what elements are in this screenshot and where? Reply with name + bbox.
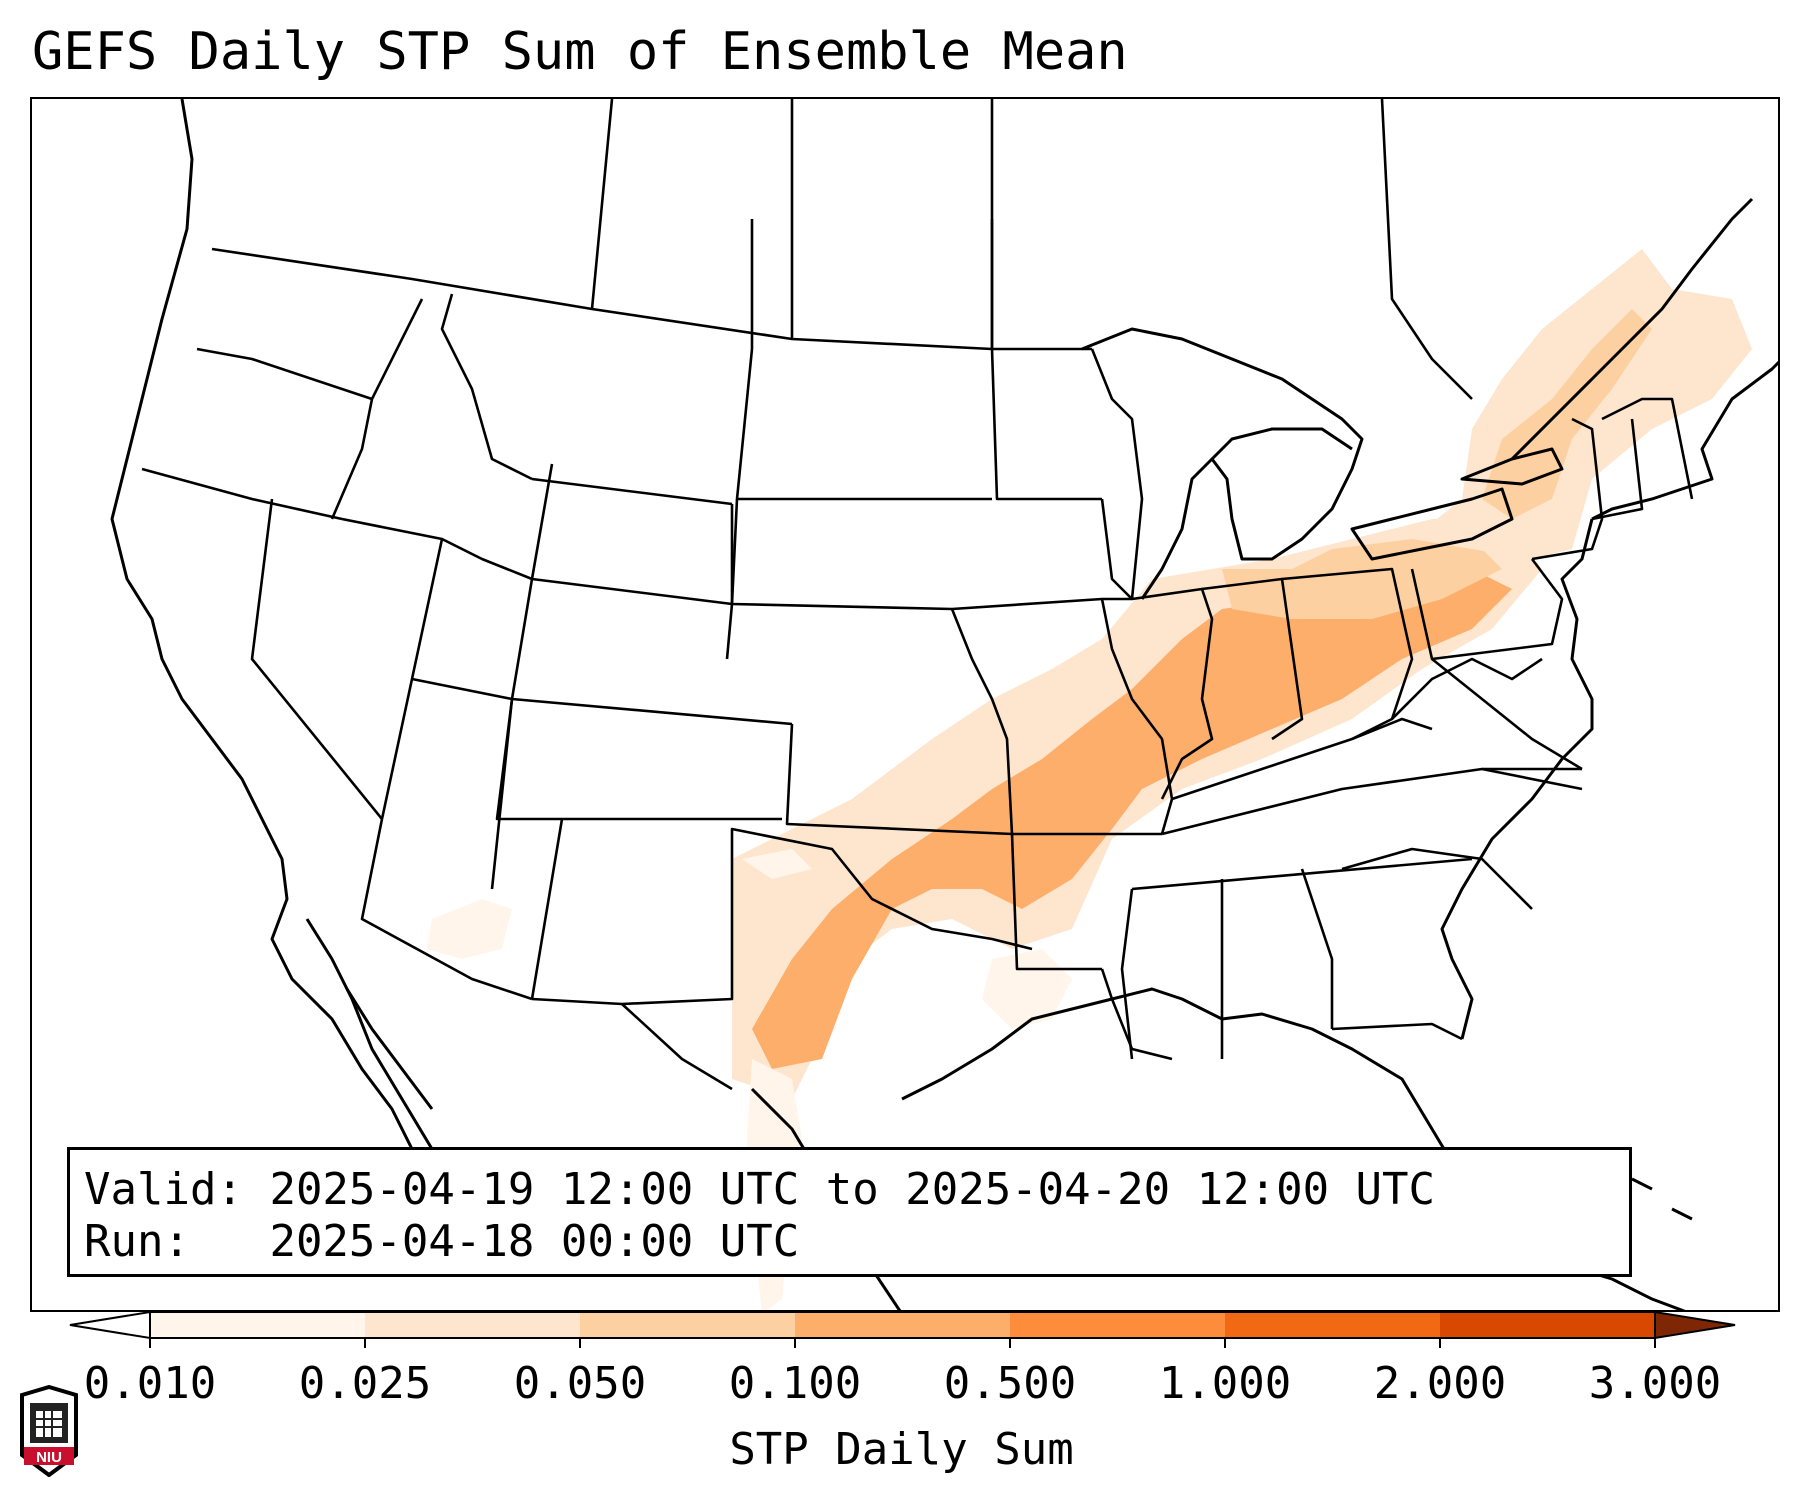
coastlines — [110, 99, 1778, 1310]
colorbar-segment — [795, 1312, 1010, 1338]
colorbar-tick-label: 0.100 — [728, 1358, 862, 1409]
colorbar-segment — [1010, 1312, 1225, 1338]
colorbar-tick-label: 0.050 — [513, 1358, 647, 1409]
colorbar-segment — [365, 1312, 580, 1338]
colorbar-segment — [1440, 1312, 1655, 1338]
state-borders — [141, 99, 1694, 1091]
colorbar-segment — [1225, 1312, 1440, 1338]
colorbar-segment — [150, 1312, 365, 1338]
colorbar-tick-label: 2.000 — [1373, 1358, 1507, 1409]
colorbar-tick-label: 0.500 — [943, 1358, 1077, 1409]
colorbar-tick-label: 1.000 — [1158, 1358, 1292, 1409]
valid-value: 2025-04-19 12:00 UTC to 2025-04-20 12:00… — [269, 1164, 1436, 1215]
valid-label: Valid: — [84, 1164, 243, 1215]
run-value: 2025-04-18 00:00 UTC — [269, 1216, 800, 1267]
map-panel — [30, 97, 1780, 1312]
colorbar-tick-label: 3.000 — [1588, 1358, 1722, 1409]
valid-run-box: Valid: 2025-04-19 12:00 UTC to 2025-04-2… — [67, 1147, 1632, 1277]
stp-new-mexico-faint — [427, 899, 512, 959]
colorbar-segment — [580, 1312, 795, 1338]
colorbar-label: STP Daily Sum — [729, 1424, 1074, 1475]
svg-text:NIU: NIU — [36, 1449, 62, 1466]
colorbar-tick-label: 0.010 — [83, 1358, 217, 1409]
map-svg — [110, 99, 1778, 1310]
colorbar-extend-high — [1654, 1310, 1736, 1340]
stp-gulf-faint — [982, 949, 1072, 1029]
stp-band-inner — [1222, 539, 1502, 619]
colorbar-outline — [149, 1311, 1656, 1339]
valid-line: Valid: 2025-04-19 12:00 UTC to 2025-04-2… — [84, 1164, 1629, 1216]
stp-oklahoma-faint — [742, 849, 812, 879]
stp-band-core — [752, 569, 1512, 1069]
colorbar-extend-low — [69, 1310, 151, 1340]
run-line: Run: 2025-04-18 00:00 UTC — [84, 1216, 1629, 1268]
colorbar-tick-label: 0.025 — [298, 1358, 432, 1409]
niu-logo-icon: NIU — [20, 1385, 78, 1477]
colorbar — [69, 1310, 1736, 1348]
run-label: Run: — [84, 1216, 190, 1267]
chart-title: GEFS Daily STP Sum of Ensemble Mean — [32, 22, 1128, 82]
